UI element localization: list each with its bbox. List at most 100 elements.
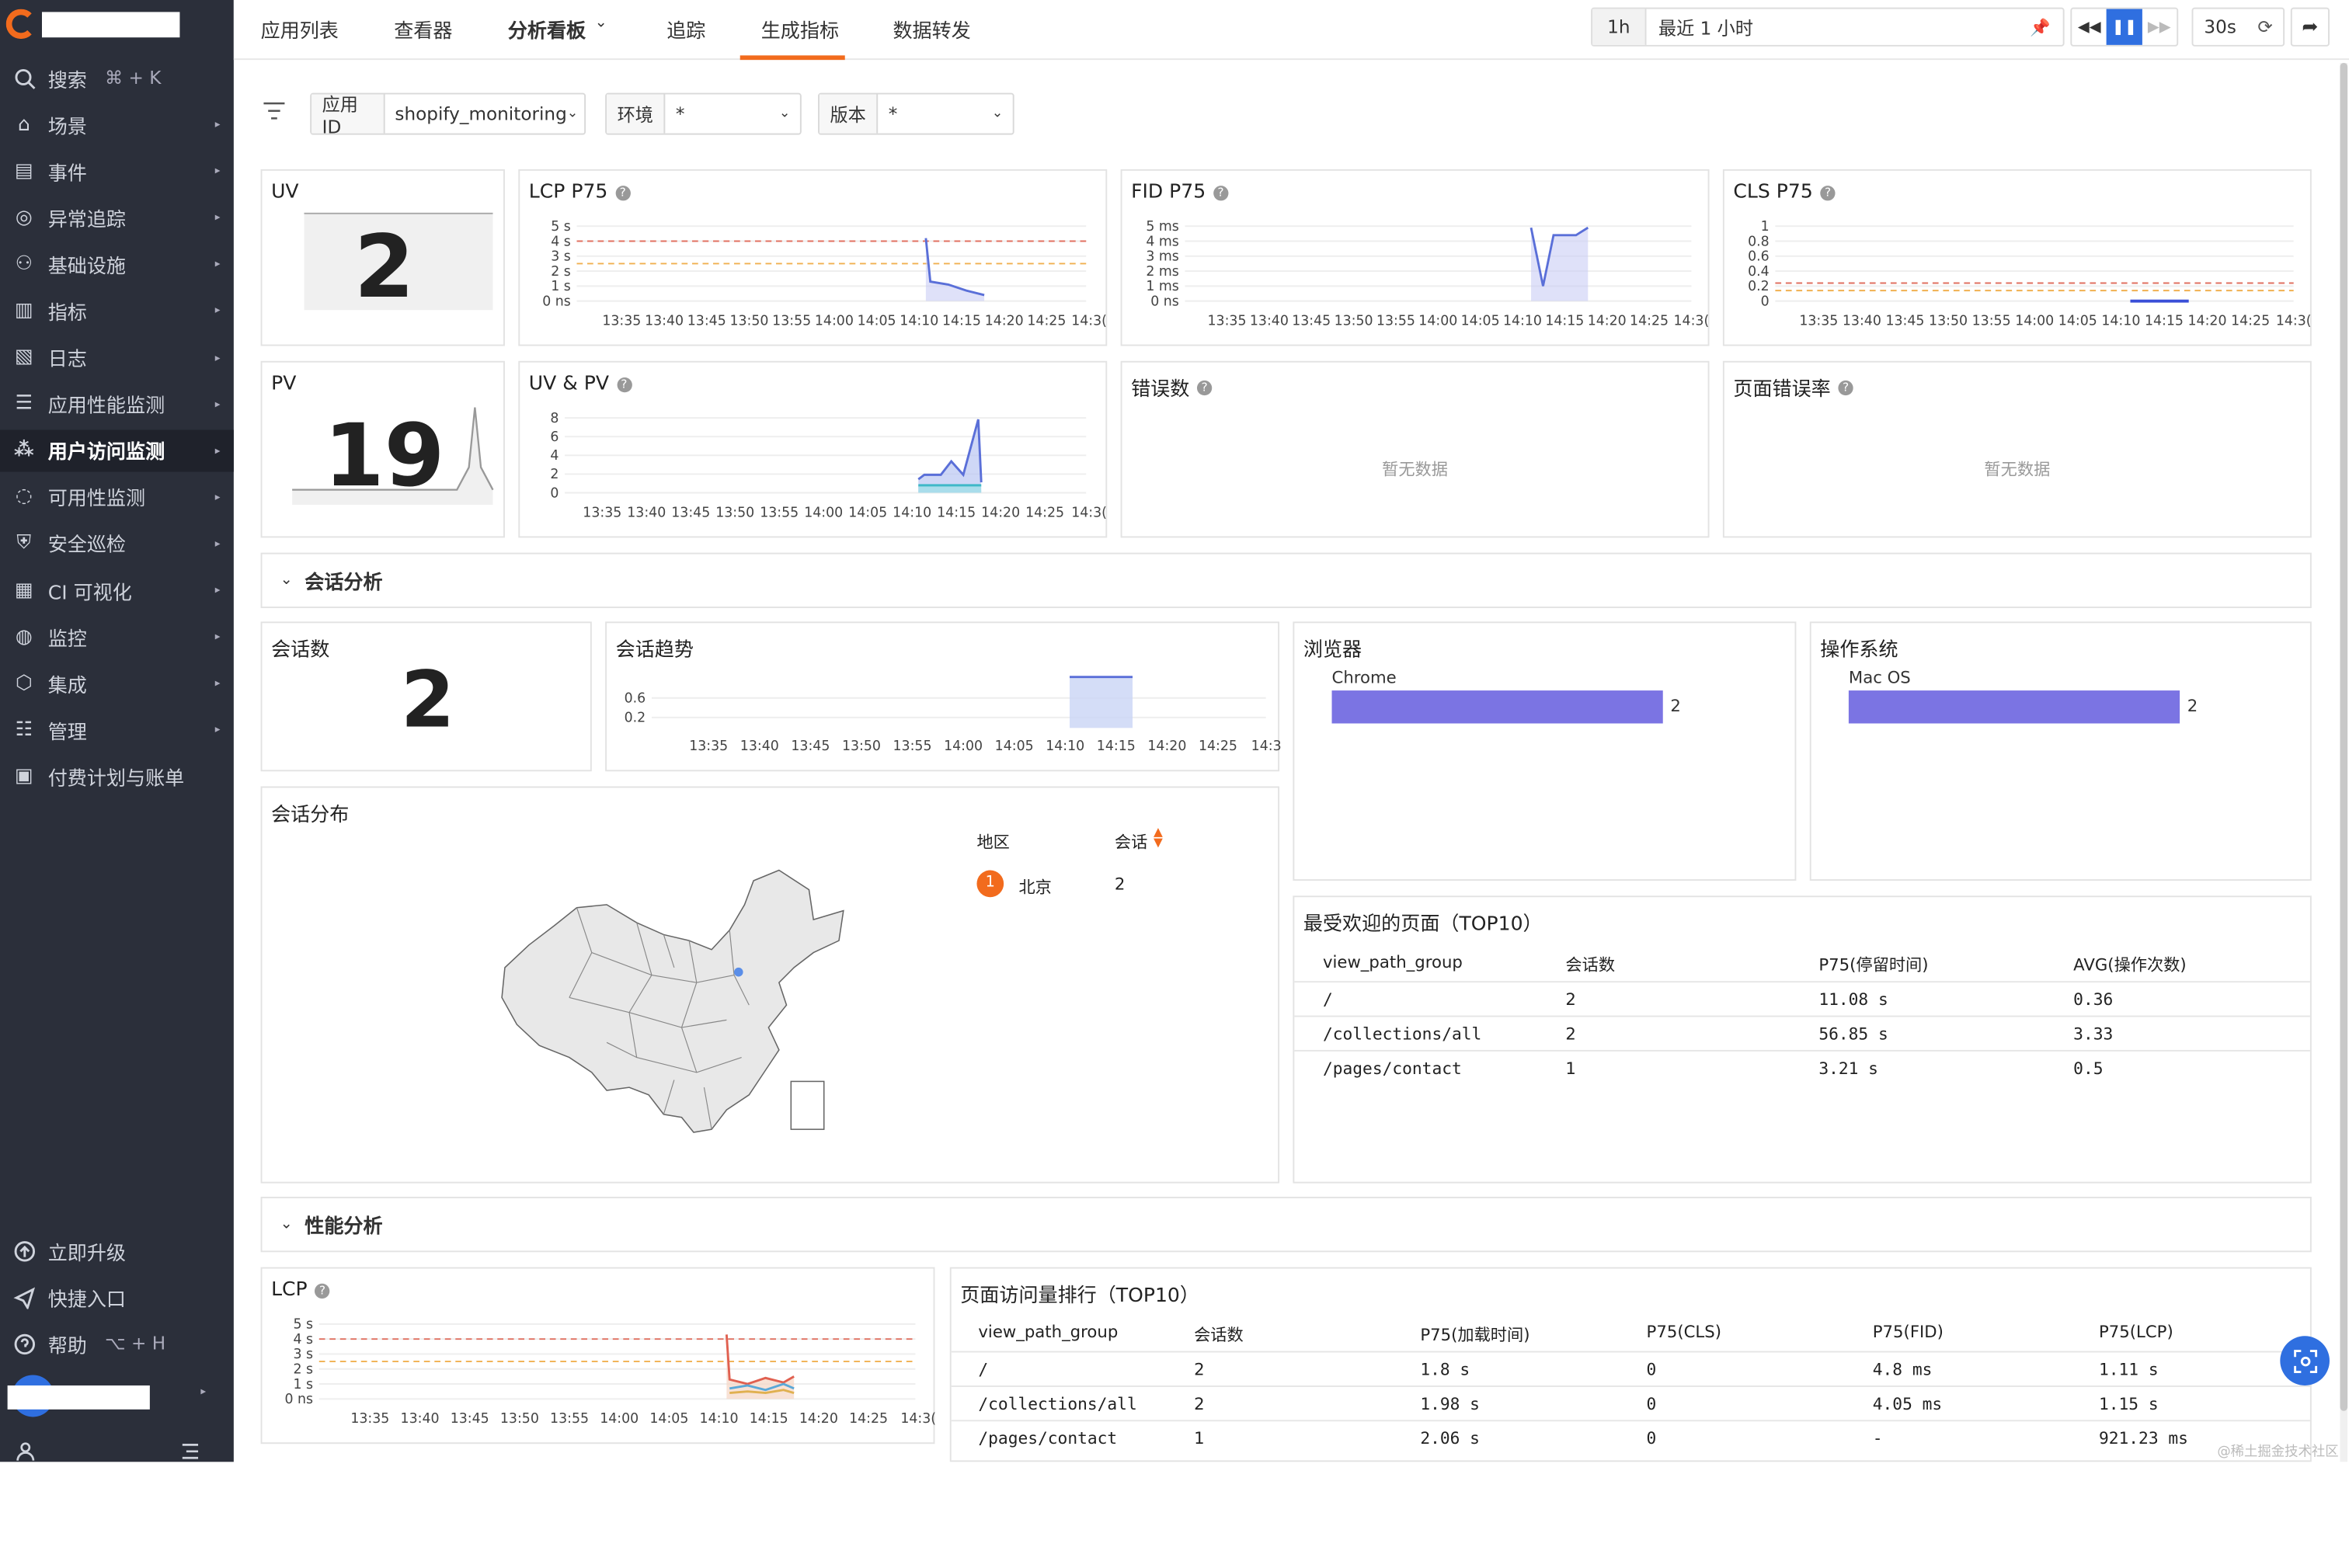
table-cell: 2 xyxy=(1194,1394,1205,1414)
chevron-down-icon: ⌄ xyxy=(991,106,1004,122)
user-menu-arrow-icon[interactable]: ▸ xyxy=(200,1385,207,1398)
column-header[interactable]: view_path_group xyxy=(978,1322,1119,1343)
refresh-icon[interactable]: ⟳ xyxy=(2257,16,2273,38)
beijing-marker[interactable] xyxy=(734,967,743,977)
column-header[interactable]: 会话数 xyxy=(1194,1325,1244,1345)
y-tick-label: 0.6 xyxy=(1748,249,1770,265)
sidebar-item-9[interactable]: ⛨ 安全巡检 ▸ xyxy=(0,523,234,565)
pin-icon[interactable]: 📌 xyxy=(2030,17,2051,37)
page-scrollbar[interactable] xyxy=(2340,63,2348,1462)
filter-icon[interactable] xyxy=(263,99,287,127)
lcp-p75-xaxis: 13:35 13:40 13:45 13:50 13:55 14:00 14:05 14:10… xyxy=(602,314,1107,329)
sidebar-item-14[interactable]: ▣ 付费计划与账单 xyxy=(0,756,234,798)
help-icon[interactable]: ? xyxy=(616,377,632,392)
workspace-name-redacted[interactable] xyxy=(42,12,180,38)
help-icon[interactable]: ? xyxy=(1820,185,1836,200)
chevron-right-icon: ▸ xyxy=(214,491,221,503)
y-tick-label: 1 s xyxy=(293,1377,313,1392)
version-filter-value[interactable]: * xyxy=(888,103,898,125)
sidebar-help[interactable]: 帮助 ⌥ + H xyxy=(0,1323,234,1365)
column-header[interactable]: 会话数 xyxy=(1565,955,1616,975)
share-button[interactable]: ➦ xyxy=(2290,7,2330,47)
help-icon[interactable]: ? xyxy=(315,1282,330,1299)
table-cell[interactable]: / xyxy=(1322,989,1333,1010)
table-cell[interactable]: /pages/contact xyxy=(978,1428,1118,1448)
column-header[interactable]: P75(LCP) xyxy=(2098,1322,2173,1343)
sidebar-item-7[interactable]: ⁂ 用户访问监测 ▸ xyxy=(0,429,234,471)
table-cell[interactable]: /collections/all xyxy=(1322,1024,1482,1045)
sidebar-item-1[interactable]: ▤ 事件 ▸ xyxy=(0,150,234,192)
time-range-label[interactable]: 最近 1 小时 xyxy=(1658,17,1753,39)
tab-5[interactable]: 数据转发 xyxy=(893,21,971,43)
sidebar-item-6[interactable]: ☰ 应用性能监测 ▸ xyxy=(0,383,234,425)
table-cell[interactable]: / xyxy=(978,1360,989,1380)
sidebar-search[interactable]: 搜索 ⌘ + K xyxy=(0,57,234,99)
time-range-short[interactable]: 1h xyxy=(1592,9,1647,45)
tab-2[interactable]: 分析看板 xyxy=(507,21,586,43)
sidebar-item-icon: ⛨ xyxy=(16,532,32,555)
username-redacted[interactable] xyxy=(7,1385,150,1410)
refresh-interval-value[interactable]: 30s xyxy=(2204,16,2236,38)
os-macos-label: Mac OS xyxy=(1848,668,1911,688)
user-icon[interactable] xyxy=(15,1441,36,1468)
column-header[interactable]: P75(CLS) xyxy=(1646,1322,1721,1343)
sidebar-item-12[interactable]: ⬡ 集成 ▸ xyxy=(0,662,234,704)
refresh-interval[interactable]: 30s ⟳ xyxy=(2191,7,2285,47)
forward-icon[interactable]: ▶▶ xyxy=(2147,19,2171,36)
os-macos-bar[interactable] xyxy=(1848,690,2180,724)
logo-icon[interactable] xyxy=(5,9,37,40)
column-header[interactable]: view_path_group xyxy=(1322,952,1463,972)
sidebar-item-5[interactable]: ▧ 日志 ▸ xyxy=(0,336,234,378)
tab-3[interactable]: 追踪 xyxy=(666,21,706,43)
scrollbar-thumb[interactable] xyxy=(2340,63,2348,1411)
session-analysis-section-header[interactable]: ⌄ 会话分析 xyxy=(260,552,2312,609)
os-card: 操作系统 Mac OS 2 xyxy=(1809,621,2312,881)
sidebar-upgrade[interactable]: 立即升级 xyxy=(0,1229,234,1271)
browser-chrome-bar[interactable] xyxy=(1331,690,1663,724)
sidebar-item-0[interactable]: ⌂ 场景 ▸ xyxy=(0,103,234,145)
sidebar-item-10[interactable]: ▦ CI 可视化 ▸ xyxy=(0,569,234,611)
china-map[interactable] xyxy=(487,863,847,1140)
sidebar-item-icon: ▦ xyxy=(14,579,33,602)
help-icon[interactable]: ? xyxy=(1196,379,1213,395)
performance-analysis-section-header[interactable]: ⌄ 性能分析 xyxy=(260,1196,2312,1253)
rewind-icon[interactable]: ◀◀ xyxy=(2077,19,2101,36)
collapse-sidebar-icon[interactable] xyxy=(179,1441,200,1468)
help-icon[interactable]: ? xyxy=(615,185,631,200)
lcp-series-area xyxy=(726,1334,795,1399)
sessions-column-header[interactable]: 会话 xyxy=(1114,833,1148,853)
tab-4[interactable]: 生成指标 xyxy=(760,21,840,43)
app-id-filter[interactable]: 应用 ID shopify_monitoring ⌄ xyxy=(310,92,586,137)
y-tick-label: 0.2 xyxy=(1748,279,1770,294)
app-id-filter-value[interactable]: shopify_monitoring xyxy=(395,103,567,125)
env-filter-value[interactable]: * xyxy=(675,103,685,125)
tab-0[interactable]: 应用列表 xyxy=(260,21,339,43)
sidebar-item-11[interactable]: ◍ 监控 ▸ xyxy=(0,616,234,658)
table-cell[interactable]: /collections/all xyxy=(978,1394,1137,1414)
column-header[interactable]: P75(FID) xyxy=(1872,1322,1944,1343)
sidebar-item-4[interactable]: ▥ 指标 ▸ xyxy=(0,290,234,332)
sort-icon[interactable]: ▲ ▼ xyxy=(1154,825,1163,850)
sidebar-shortcut-entry[interactable]: 快捷入口 xyxy=(0,1276,234,1318)
y-tick-label: 8 xyxy=(550,411,559,426)
help-icon[interactable]: ? xyxy=(1213,185,1229,200)
column-header[interactable]: P75(停留时间) xyxy=(1818,955,1929,975)
pause-icon[interactable]: ❚❚ xyxy=(2107,9,2142,45)
chevron-right-icon: ▸ xyxy=(214,351,221,363)
shortcut-entry-label: 快捷入口 xyxy=(47,1288,127,1312)
version-filter[interactable]: 版本 * ⌄ xyxy=(818,92,1014,135)
time-range-picker[interactable]: 1h 最近 1 小时 📌 xyxy=(1591,7,2065,47)
help-icon[interactable]: ? xyxy=(1838,379,1853,395)
table-cell[interactable]: /pages/contact xyxy=(1322,1059,1462,1079)
sidebar-item-8[interactable]: ◌ 可用性监测 ▸ xyxy=(0,476,234,518)
column-header[interactable]: AVG(操作次数) xyxy=(2073,955,2187,975)
sidebar-item-3[interactable]: ⚇ 基础设施 ▸ xyxy=(0,243,234,285)
chevron-right-icon: ▸ xyxy=(214,584,221,596)
assistant-button[interactable] xyxy=(2280,1336,2330,1385)
column-header[interactable]: P75(加载时间) xyxy=(1420,1325,1530,1345)
sidebar-item-2[interactable]: ◎ 异常追踪 ▸ xyxy=(0,196,234,238)
tab-1[interactable]: 查看器 xyxy=(394,21,453,43)
env-filter[interactable]: 环境 * ⌄ xyxy=(605,92,802,135)
sidebar-item-13[interactable]: ☷ 管理 ▸ xyxy=(0,709,234,751)
